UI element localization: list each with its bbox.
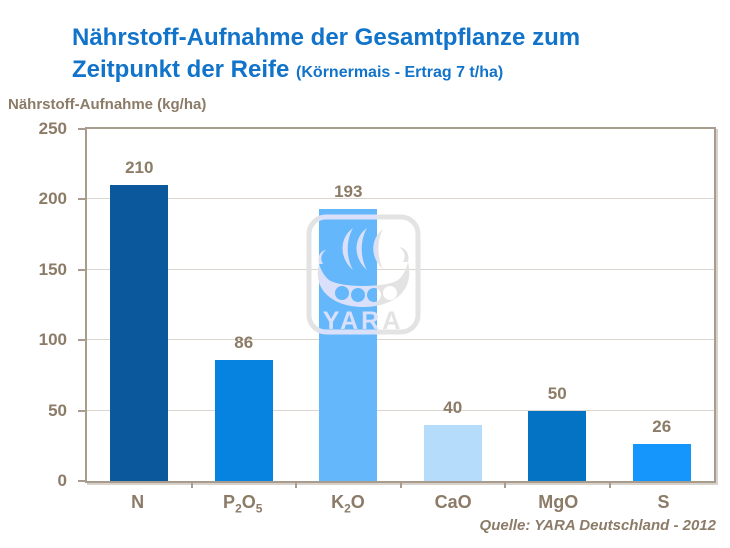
- bar-value-label: 40: [443, 397, 463, 417]
- x-tick-mark: [295, 483, 297, 488]
- bar: [528, 410, 587, 481]
- y-tick-label: 200: [38, 189, 67, 209]
- y-tick-label: 0: [57, 471, 67, 490]
- viking-ship-icon: YARA: [306, 214, 421, 335]
- chart-subtitle: (Körnermais - Ertrag 7 t/ha): [296, 64, 504, 81]
- y-axis-title: Nährstoff-Aufnahme (kg/ha): [8, 96, 207, 113]
- yara-watermark-overlay: YARA: [306, 214, 421, 335]
- x-axis-labels: N P2O5 K2O CaO MgO S: [85, 492, 716, 516]
- y-tick-mark: [78, 480, 85, 482]
- gridline: [87, 198, 714, 200]
- y-tick-mark: [78, 198, 85, 201]
- chart-title-line-2: Zeitpunkt der Reife: [72, 56, 290, 83]
- bar-value-label: 50: [547, 383, 567, 403]
- bar-value-label: 210: [125, 158, 154, 178]
- y-tick-label: 100: [38, 330, 67, 350]
- bar: [423, 424, 482, 481]
- x-category-label: S: [657, 492, 670, 512]
- bar-value-label: 193: [334, 182, 363, 202]
- chart-title-line-1: Nährstoff-Aufnahme der Gesamtpflanze zum: [72, 24, 581, 51]
- y-tick-mark: [78, 409, 85, 412]
- y-tick-label: 50: [48, 400, 67, 420]
- bar: [319, 209, 378, 481]
- bar-column: 26: [610, 129, 715, 481]
- gridline: [87, 268, 714, 270]
- bars-layer: 210 86 193 40 50 26: [87, 129, 714, 481]
- bar-column: 50: [505, 129, 610, 481]
- y-tick-mark: [78, 128, 85, 130]
- bar: [110, 185, 169, 481]
- y-tick-label: 150: [38, 259, 67, 279]
- bar-column: 210: [87, 129, 192, 481]
- bar-column: 86: [192, 129, 297, 481]
- gridlines-layer: [87, 129, 714, 481]
- x-category-label: N: [131, 492, 145, 512]
- gridline: [87, 409, 714, 411]
- watermark-text: YARA: [323, 307, 404, 335]
- bar-column: 193: [296, 129, 401, 481]
- bar: [214, 359, 273, 481]
- gridline: [87, 339, 714, 341]
- x-tick-mark: [608, 483, 611, 488]
- y-tick-label: 250: [38, 119, 67, 138]
- x-tick-mark: [504, 483, 506, 488]
- bar-column: 40: [401, 129, 506, 481]
- y-tick-mark: [78, 339, 85, 342]
- bar-value-label: 26: [652, 417, 672, 437]
- x-category-label: P2O5: [223, 492, 263, 516]
- bar: [632, 444, 691, 481]
- x-tick-mark: [399, 483, 402, 488]
- chart-title: Nährstoff-Aufnahme der Gesamtpflanze zum…: [72, 22, 712, 89]
- y-tick-mark: [78, 268, 85, 271]
- bar-value-label: 86: [234, 332, 254, 352]
- x-category-label: MgO: [538, 492, 579, 512]
- source-note: Quelle: YARA Deutschland - 2012: [479, 517, 716, 534]
- x-tick-mark: [190, 483, 193, 488]
- x-category-label: K2O: [331, 492, 365, 516]
- x-category-label: CaO: [434, 492, 472, 512]
